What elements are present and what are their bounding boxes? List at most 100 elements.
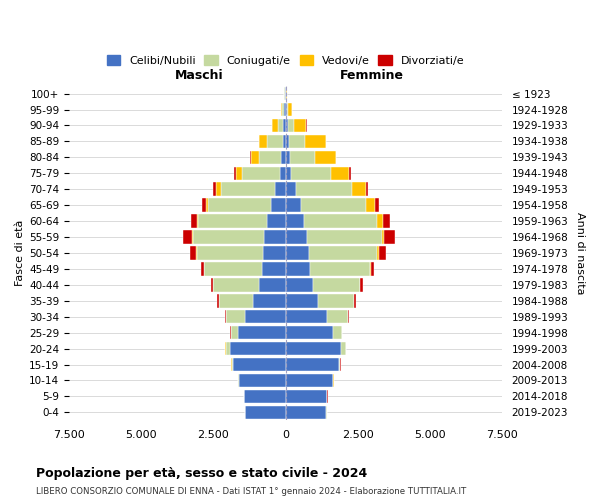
Bar xyxy=(286,342,341,355)
Bar xyxy=(226,342,230,355)
Bar xyxy=(290,150,315,164)
Bar xyxy=(286,103,287,117)
Bar xyxy=(239,374,286,387)
Bar xyxy=(286,87,287,101)
Bar xyxy=(251,150,259,164)
Bar xyxy=(253,294,286,308)
Bar xyxy=(385,230,395,244)
Bar xyxy=(221,182,275,196)
Bar xyxy=(286,134,289,148)
Bar xyxy=(286,406,326,419)
Bar xyxy=(205,262,262,276)
Bar xyxy=(308,246,377,260)
Bar xyxy=(202,198,206,212)
Bar xyxy=(366,198,375,212)
Bar xyxy=(211,278,213,291)
Bar xyxy=(354,294,356,308)
Bar xyxy=(286,150,290,164)
Bar xyxy=(286,262,310,276)
Bar xyxy=(315,150,335,164)
Bar xyxy=(278,118,283,132)
Bar xyxy=(208,198,271,212)
Bar xyxy=(305,134,326,148)
Bar xyxy=(262,262,286,276)
Bar xyxy=(341,342,346,355)
Bar xyxy=(307,230,382,244)
Bar xyxy=(286,374,333,387)
Bar xyxy=(286,198,301,212)
Bar xyxy=(245,310,286,324)
Bar xyxy=(250,150,251,164)
Bar xyxy=(272,118,278,132)
Bar xyxy=(259,150,281,164)
Bar xyxy=(319,294,354,308)
Bar xyxy=(338,358,340,372)
Text: LIBERO CONSORZIO COMUNALE DI ENNA - Dati ISTAT 1° gennaio 2024 - Elaborazione TU: LIBERO CONSORZIO COMUNALE DI ENNA - Dati… xyxy=(36,488,466,496)
Bar xyxy=(236,166,242,180)
Bar xyxy=(382,230,385,244)
Bar xyxy=(225,310,226,324)
Bar xyxy=(235,166,236,180)
Y-axis label: Anni di nascita: Anni di nascita xyxy=(575,212,585,294)
Text: Femmine: Femmine xyxy=(340,70,404,82)
Bar xyxy=(377,246,379,260)
Text: Popolazione per età, sesso e stato civile - 2024: Popolazione per età, sesso e stato civil… xyxy=(36,468,367,480)
Bar xyxy=(245,406,286,419)
Bar xyxy=(284,103,286,117)
Bar xyxy=(238,326,286,340)
Bar xyxy=(377,214,383,228)
Bar xyxy=(192,230,193,244)
Bar xyxy=(365,182,368,196)
Bar xyxy=(349,166,350,180)
Bar xyxy=(304,214,377,228)
Bar xyxy=(217,294,219,308)
Bar xyxy=(283,103,284,117)
Bar xyxy=(292,166,331,180)
Bar xyxy=(283,134,286,148)
Bar xyxy=(199,214,267,228)
Bar xyxy=(284,87,286,101)
Bar xyxy=(263,246,286,260)
Bar xyxy=(233,358,286,372)
Bar xyxy=(371,262,374,276)
Bar xyxy=(230,326,238,340)
Bar xyxy=(313,278,359,291)
Bar xyxy=(360,278,363,291)
Bar xyxy=(197,246,263,260)
Bar xyxy=(289,134,305,148)
Bar xyxy=(197,214,199,228)
Bar xyxy=(206,198,208,212)
Bar xyxy=(259,134,267,148)
Bar xyxy=(286,310,327,324)
Bar xyxy=(286,278,313,291)
Bar xyxy=(301,198,366,212)
Bar xyxy=(310,262,370,276)
Bar xyxy=(383,214,390,228)
Bar xyxy=(190,246,196,260)
Bar xyxy=(244,390,286,403)
Bar xyxy=(286,390,327,403)
Bar xyxy=(201,262,204,276)
Bar xyxy=(283,118,286,132)
Bar xyxy=(333,374,334,387)
Text: Maschi: Maschi xyxy=(175,70,223,82)
Bar xyxy=(267,134,283,148)
Bar xyxy=(214,182,216,196)
Bar xyxy=(327,310,347,324)
Bar xyxy=(216,182,221,196)
Bar xyxy=(226,310,245,324)
Bar xyxy=(286,182,296,196)
Bar xyxy=(267,214,286,228)
Bar xyxy=(370,262,371,276)
Bar xyxy=(275,182,286,196)
Bar xyxy=(379,246,386,260)
Bar xyxy=(242,166,280,180)
Bar xyxy=(281,103,283,117)
Legend: Celibi/Nubili, Coniugati/e, Vedovi/e, Divorziati/e: Celibi/Nubili, Coniugati/e, Vedovi/e, Di… xyxy=(102,51,469,70)
Bar xyxy=(331,166,349,180)
Bar xyxy=(219,294,253,308)
Bar xyxy=(294,118,307,132)
Bar xyxy=(296,182,352,196)
Bar xyxy=(281,150,286,164)
Bar xyxy=(287,103,288,117)
